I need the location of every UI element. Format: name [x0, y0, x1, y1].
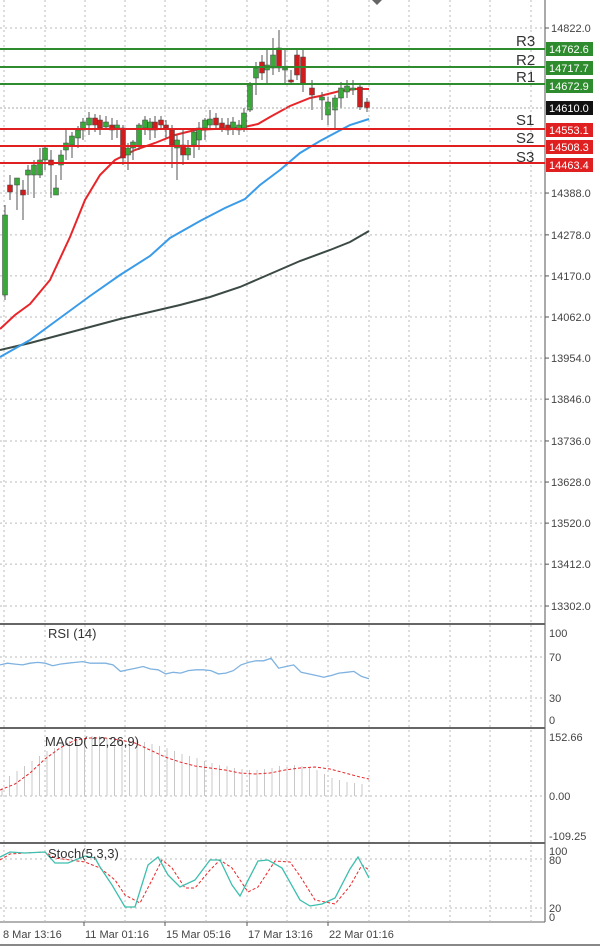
price-axis: 14822.0 14388.0 14278.0 14170.0 14062.0 13954…	[551, 23, 591, 613]
price-tick-label: 13520.0	[551, 518, 591, 530]
svg-text:0: 0	[549, 912, 555, 924]
price-tick-label: 14388.0	[551, 188, 591, 200]
svg-text:11 Mar 01:16: 11 Mar 01:16	[85, 929, 149, 941]
chart-shift-marker-icon[interactable]	[372, 0, 382, 5]
ma-fast-line	[0, 88, 369, 330]
svg-text:14553.1: 14553.1	[549, 125, 589, 137]
price-tick-label: 13412.0	[551, 559, 591, 571]
svg-text:22 Mar 01:16: 22 Mar 01:16	[329, 929, 394, 941]
svg-text:152.66: 152.66	[549, 732, 583, 744]
svg-text:R1: R1	[516, 69, 535, 86]
price-tick-label: 14170.0	[551, 271, 591, 283]
vertical-gridlines	[3, 0, 532, 922]
ma-mid-line	[0, 118, 370, 358]
resistance-r1: R1 14672.9	[0, 69, 593, 93]
price-tick-label: 13736.0	[551, 436, 591, 448]
svg-text:14463.4: 14463.4	[549, 160, 589, 172]
macd-panel: MACD( 12,26,9)	[0, 734, 370, 796]
ma-slow-line	[0, 230, 370, 351]
current-price: 14610.0	[0, 101, 593, 115]
svg-text:R3: R3	[516, 33, 535, 50]
price-tick-label: 13628.0	[551, 477, 591, 489]
time-axis: 8 Mar 13:16 11 Mar 01:16 15 Mar 05:16 17…	[3, 922, 394, 941]
support-s1: S1 14553.1	[0, 112, 593, 137]
svg-text:20: 20	[549, 903, 561, 915]
svg-text:R2: R2	[516, 52, 535, 69]
resistance-r2: R2 14717.7	[0, 52, 593, 75]
price-tick-label: 14822.0	[551, 23, 591, 35]
svg-text:0.00: 0.00	[549, 791, 570, 803]
price-tick-label: 13302.0	[551, 601, 591, 613]
rsi-title: RSI (14)	[48, 626, 96, 641]
svg-text:70: 70	[549, 652, 561, 664]
svg-text:15 Mar 05:16: 15 Mar 05:16	[166, 929, 231, 941]
svg-text:100: 100	[549, 846, 567, 858]
svg-text:-109.25: -109.25	[549, 831, 586, 843]
macd-histogram	[1, 736, 363, 796]
svg-text:80: 80	[549, 855, 561, 867]
stoch-panel: Stoch(5,3,3)	[0, 846, 370, 908]
price-tick-label: 13954.0	[551, 353, 591, 365]
svg-text:14672.9: 14672.9	[549, 81, 589, 93]
svg-text:30: 30	[549, 693, 561, 705]
svg-text:100: 100	[549, 628, 567, 640]
rsi-panel: RSI (14)	[0, 626, 370, 680]
svg-text:14762.6: 14762.6	[549, 44, 589, 56]
stoch-main-line	[0, 851, 370, 908]
svg-text:14610.0: 14610.0	[549, 103, 589, 115]
svg-text:8 Mar 13:16: 8 Mar 13:16	[3, 929, 62, 941]
candlesticks	[2, 30, 370, 300]
svg-text:S2: S2	[516, 130, 534, 147]
support-s2: S2 14508.3	[0, 130, 593, 154]
stoch-title: Stoch(5,3,3)	[48, 846, 119, 861]
macd-signal-line	[0, 737, 370, 791]
support-s3: S3 14463.4	[0, 149, 593, 172]
horizontal-gridlines	[0, 27, 549, 909]
stoch-axis: 100 80 20 0	[549, 846, 567, 924]
price-tick-label: 14278.0	[551, 230, 591, 242]
svg-text:14717.7: 14717.7	[549, 63, 589, 75]
svg-text:S1: S1	[516, 112, 534, 129]
rsi-line	[0, 657, 370, 680]
rsi-axis: 100 70 30 0	[549, 628, 567, 727]
macd-title: MACD( 12,26,9)	[45, 734, 139, 749]
svg-text:14508.3: 14508.3	[549, 142, 589, 154]
svg-text:S3: S3	[516, 149, 534, 166]
price-tick-label: 13846.0	[551, 394, 591, 406]
resistance-r3: R3 14762.6	[0, 33, 593, 56]
svg-text:17 Mar 13:16: 17 Mar 13:16	[248, 929, 313, 941]
svg-text:0: 0	[549, 715, 555, 727]
price-tick-label: 14062.0	[551, 312, 591, 324]
macd-axis: 152.66 0.00 -109.25	[549, 732, 586, 843]
